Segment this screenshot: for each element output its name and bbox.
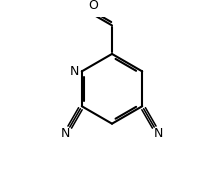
Text: N: N: [153, 127, 163, 140]
Text: N: N: [70, 65, 79, 78]
Text: N: N: [61, 127, 71, 140]
Text: O: O: [88, 0, 98, 12]
